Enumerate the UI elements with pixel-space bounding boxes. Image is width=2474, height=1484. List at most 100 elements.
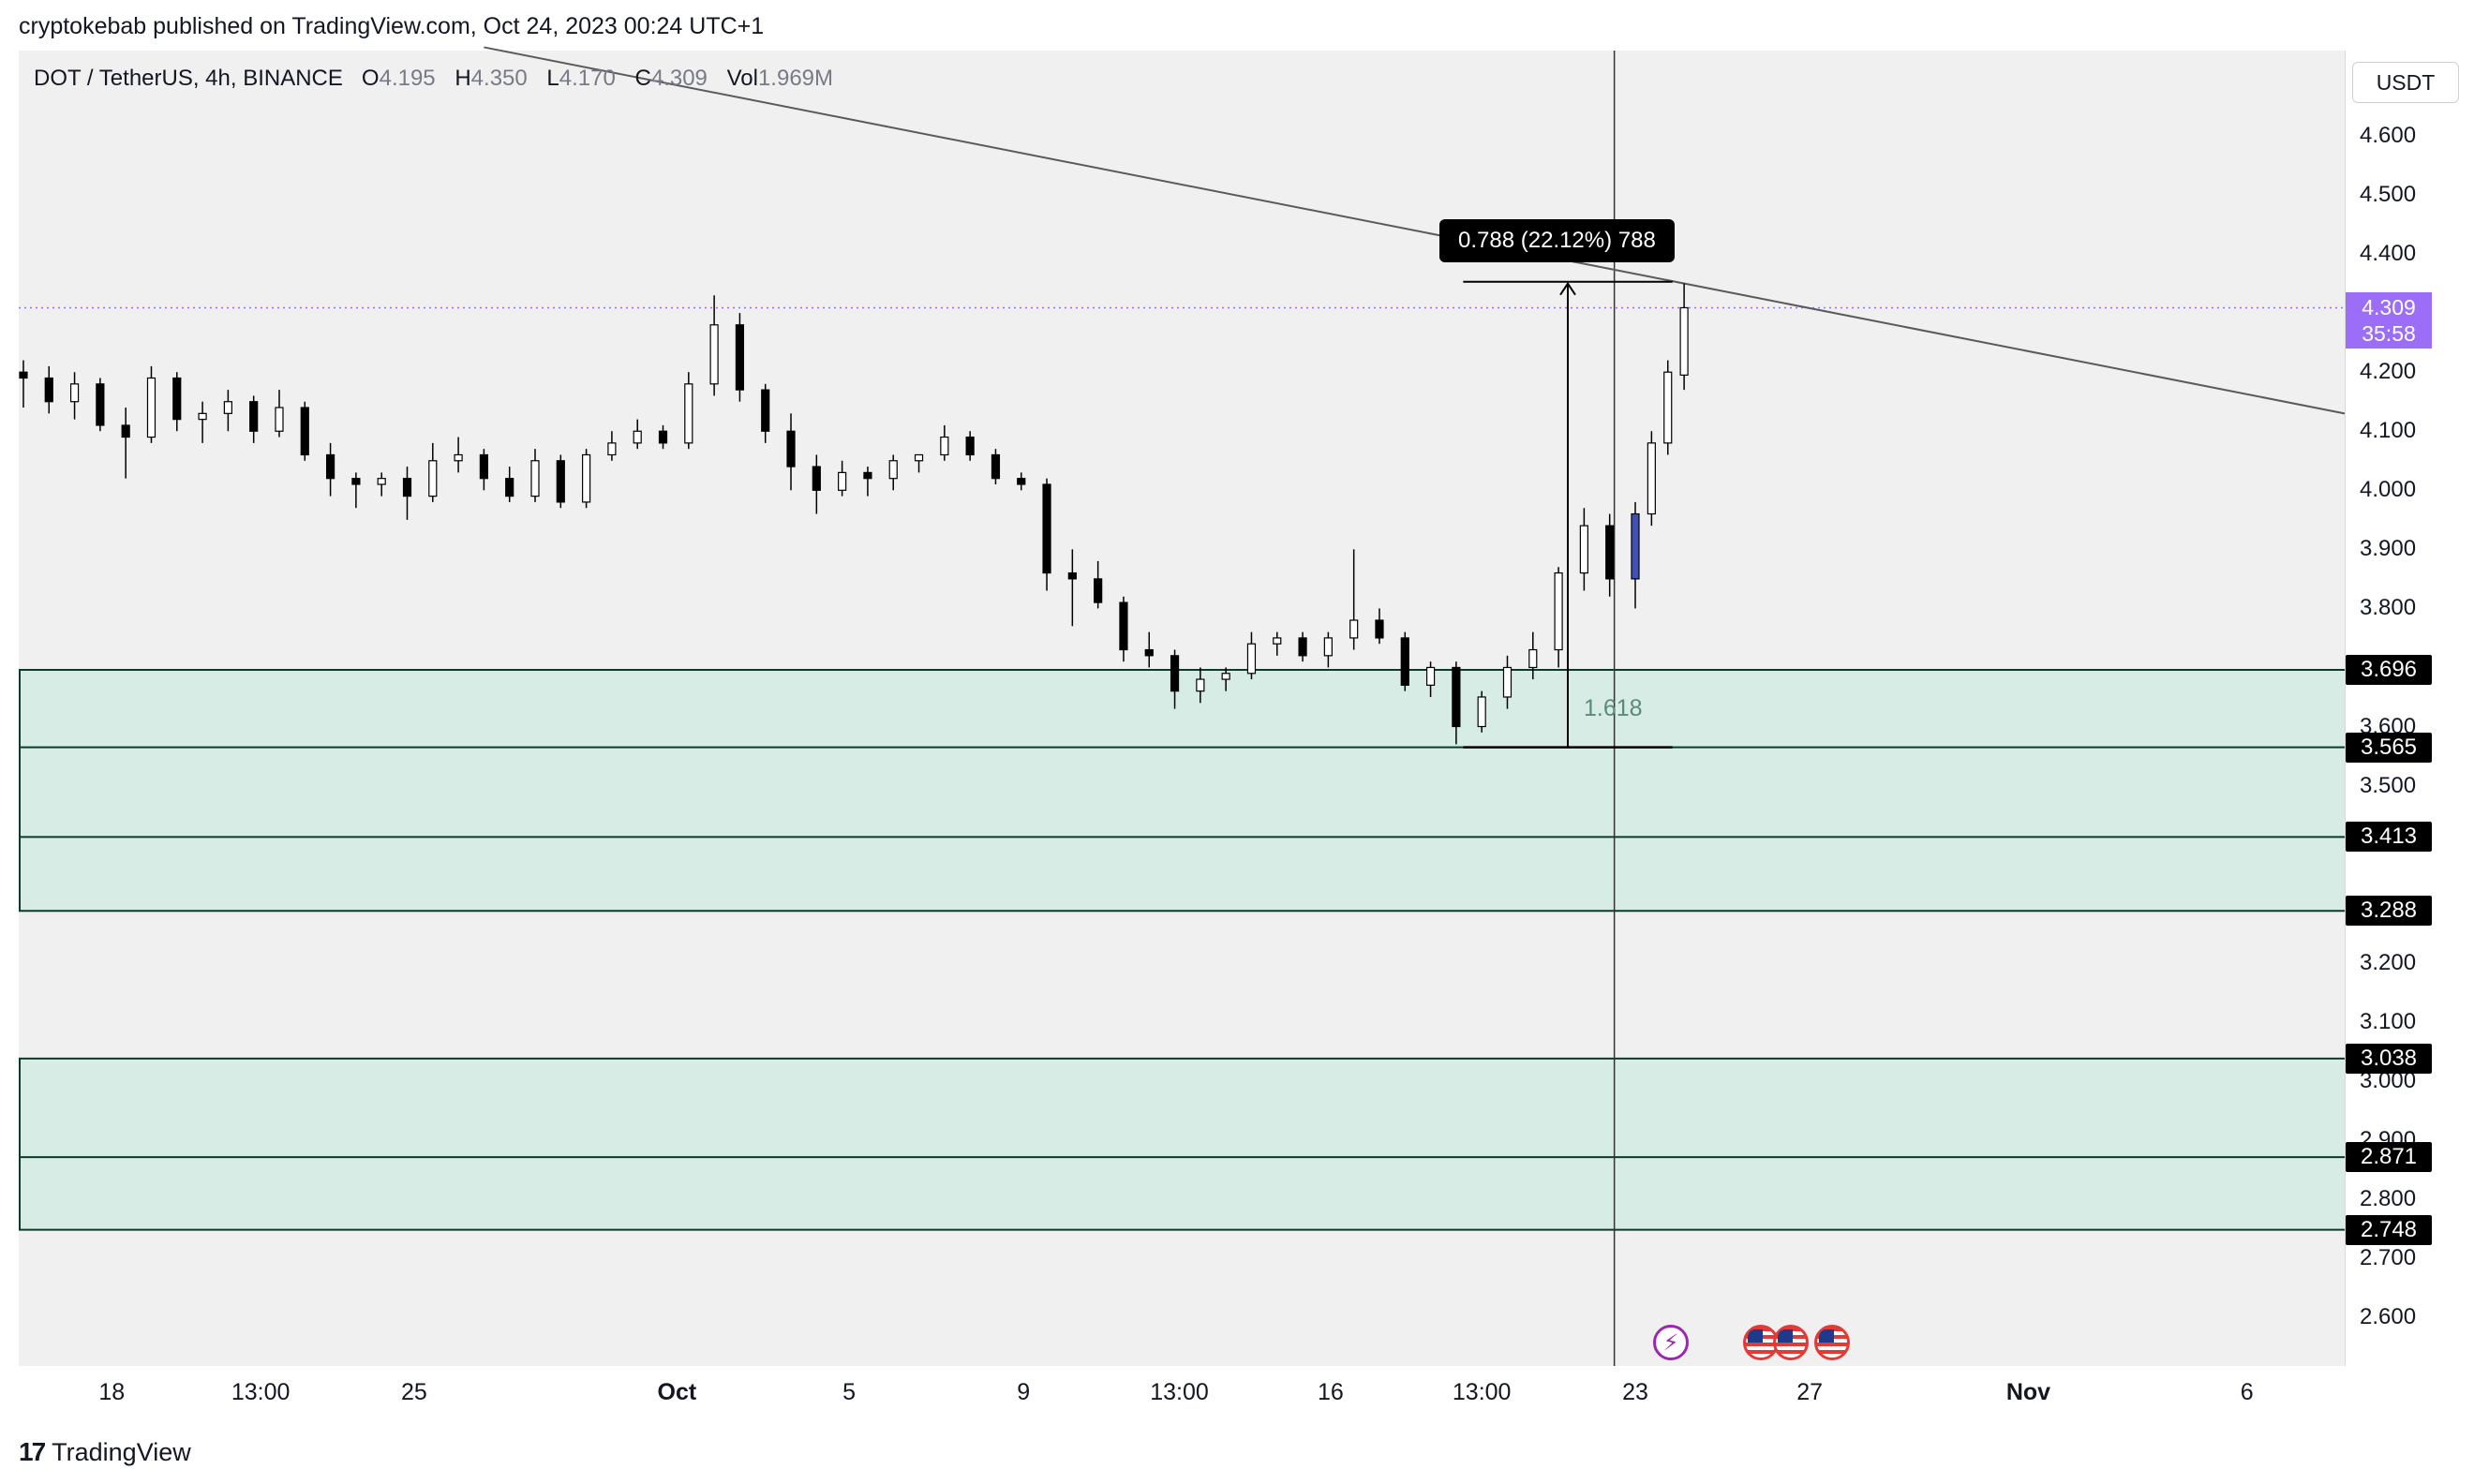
candle-body [1452,666,1461,728]
candle-body [1144,648,1154,657]
us-flag-icon[interactable] [1743,1325,1779,1360]
low-value: 4.170 [559,66,616,91]
time-tick-label: 27 [1796,1379,1824,1405]
volume-label: Vol [726,66,758,91]
candle-body [1170,655,1180,692]
us-flag-icon[interactable] [1773,1325,1809,1360]
measure-arrow-head [1559,281,1576,296]
candle-body [735,324,745,391]
price-tick-label: 4.600 [2360,123,2417,148]
price-tick-label: 4.100 [2360,418,2417,444]
tradingview-logo[interactable]: 17 TradingView [19,1437,191,1467]
candle-body [530,460,540,497]
candle-body [1647,442,1656,515]
candle-body [1349,619,1359,639]
candle-body [761,389,770,432]
candle-body [172,377,182,421]
candle-body [1196,678,1205,692]
candle-body [1067,571,1077,580]
candle-body [1400,637,1409,686]
time-tick-label: Nov [2005,1379,2051,1405]
candle-body [965,436,975,456]
candle-body [863,471,872,480]
candle-body [1579,525,1588,574]
candle-body [44,377,53,403]
candle-body [1679,306,1689,376]
last-price-value: 4.309 [2362,295,2416,319]
candle-body [556,460,565,503]
time-tick-label: 18 [98,1379,126,1405]
candle-body [146,377,156,438]
last-price-tag: 4.309 35:58 [2346,292,2432,349]
open-label: O [361,66,380,91]
close-value: 4.309 [650,66,708,91]
publisher-line: cryptokebab published on TradingView.com… [19,13,765,39]
candle-body [914,453,924,462]
price-tick-label: 2.700 [2360,1244,2417,1270]
candle-body [684,383,693,444]
level-price-tag: 2.748 [2346,1214,2432,1245]
level-price-tag: 2.871 [2346,1142,2432,1173]
candle-body [428,460,438,497]
time-tick-label: 13:00 [1452,1379,1512,1405]
price-tick-label: 3.200 [2360,949,2417,975]
candle-body [940,436,949,456]
candle-body [454,453,463,462]
price-tick-label: 3.100 [2360,1008,2417,1034]
open-value: 4.195 [379,66,436,91]
candle-body [838,471,847,491]
candle-body [1273,637,1282,645]
candle-body [377,478,386,485]
candle-body [1221,673,1230,680]
currency-button[interactable]: USDT [2352,62,2459,103]
demand-zone [19,669,2345,912]
candle-body [351,478,361,485]
candle-body [1246,643,1257,675]
candle-body [1554,571,1563,651]
candle-body [479,453,489,480]
candle-body [658,430,668,444]
candle-body [1502,666,1513,698]
high-label: H [455,66,471,91]
candle-body [275,407,284,432]
candle-body [812,466,821,491]
candle-body [1477,696,1486,728]
bolt-icon[interactable]: ⚡ [1653,1325,1689,1360]
level-price-tag: 3.288 [2346,896,2432,927]
candle-body [402,478,412,497]
price-tick-label: 3.800 [2360,595,2417,621]
price-tick-label: 2.800 [2360,1185,2417,1211]
level-price-tag: 3.696 [2346,654,2432,685]
candle-body [1017,478,1026,485]
symbol-title: DOT / TetherUS, 4h, BINANCE [34,66,343,91]
candle-body [1042,483,1051,574]
candle-body [223,401,232,414]
trendline [484,46,2346,415]
candle-body [1528,648,1538,669]
time-tick-label: 25 [401,1379,427,1405]
time-tick-label: 6 [2240,1379,2254,1405]
bar-countdown: 35:58 [2362,321,2416,346]
candle-body [1631,512,1640,580]
candle-body [1094,578,1103,603]
time-axis[interactable]: 18 13:00 25 Oct 5 9 13:00 16 13:00 23 27 Nov 6 [19,1366,2345,1428]
candle-body [249,401,259,432]
symbol-legend: DOT / TetherUS, 4h, BINANCE O4.195 H4.35… [34,66,846,92]
high-value: 4.350 [470,66,528,91]
time-tick-label: 16 [1317,1379,1344,1405]
price-tick-label: 3.500 [2360,772,2417,798]
us-flag-icon[interactable] [1814,1325,1850,1360]
candle-body [888,460,898,480]
time-tick-label: 13:00 [1150,1379,1209,1405]
candle-body [786,430,796,467]
candle-body [633,430,642,444]
price-tick-label: 4.000 [2360,477,2417,503]
price-range-label[interactable]: 0.788 (22.12%) 788 [1439,219,1675,262]
price-tick-label: 3.900 [2360,536,2417,562]
price-tick-label: 4.200 [2360,359,2417,385]
candle-body [1375,619,1384,639]
candle-body [505,478,514,497]
time-tick-label: Oct [657,1379,697,1405]
candle-body [607,442,617,456]
